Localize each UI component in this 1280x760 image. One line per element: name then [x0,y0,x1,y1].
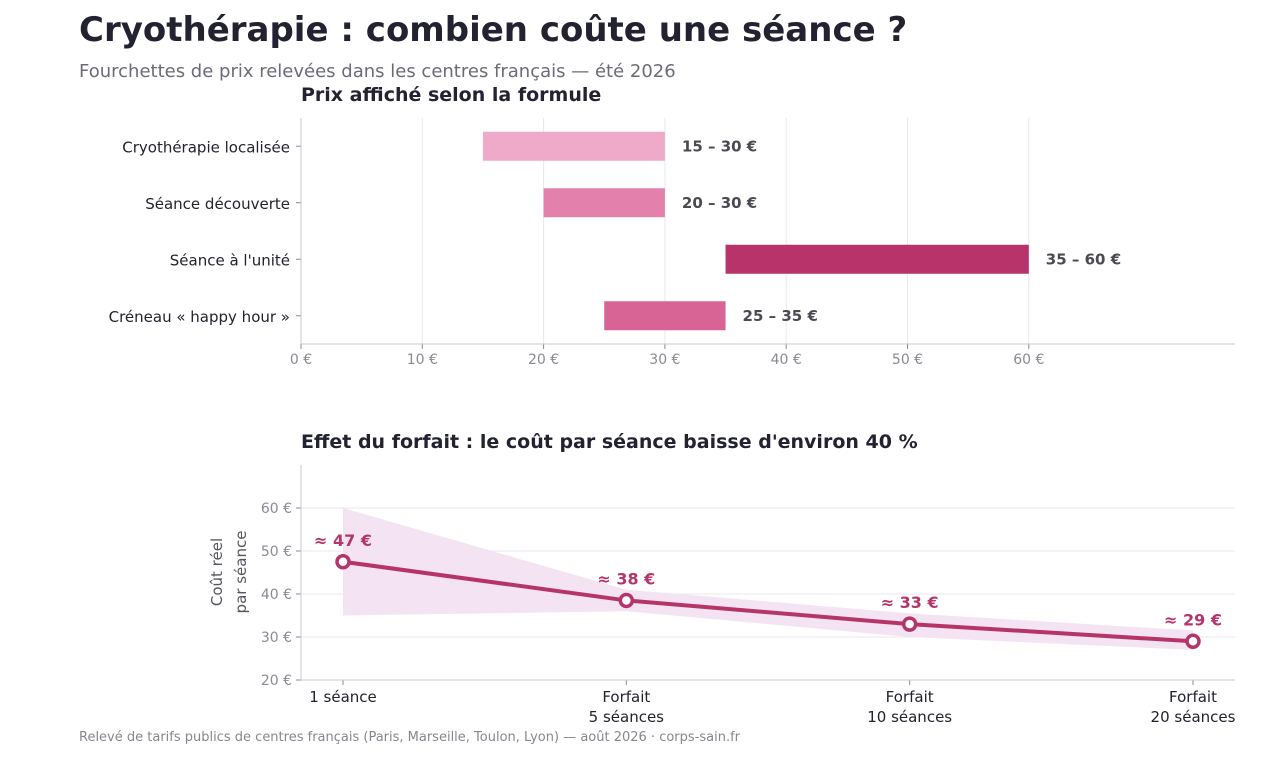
line-x-category-label: Forfait 5 séances [589,688,665,726]
bar-chart-title: Prix affiché selon la formule [301,84,601,106]
bar-chart-grid [421,118,1030,344]
line-chart-y-label: Coût réel par séance [208,531,250,614]
bar-x-tick-label: 30 € [649,352,680,368]
cost-per-session-points [335,554,1201,650]
data-point-label: ≈ 29 € [1164,610,1222,629]
page-subtitle: Fourchettes de prix relevées dans les ce… [79,61,676,82]
line-x-category-label: Forfait 20 séances [1151,688,1236,726]
bar-category-label: Séance découverte [145,195,290,213]
line-y-tick-label: 20 € [261,673,292,689]
line-x-category-label: 1 séance [309,688,377,706]
data-point-label: ≈ 38 € [597,569,655,588]
line-chart-x-axis: 1 séance Forfait 5 séances Forfait 10 séance… [309,680,1236,726]
line-chart-title: Effet du forfait : le coût par séance ba… [301,431,918,453]
data-point-label: ≈ 47 € [314,531,372,550]
line-x-category-line: Forfait [886,688,934,706]
bar-x-tick-label: 0 € [290,352,312,368]
bar-x-tick-label: 40 € [771,352,802,368]
bar-chart-x-axis: 0 € 10 € 20 € 30 € 40 € 50 € 60 € [290,344,1044,368]
line-x-category-line: Forfait [1169,688,1217,706]
bar-chart-bars [482,131,1029,331]
line-y-tick-label: 50 € [261,544,292,560]
data-point-marker [1185,633,1201,650]
bar-x-tick-label: 10 € [407,352,438,368]
bar-category-label: Créneau « happy hour » [109,308,290,326]
page-title: Cryothérapie : combien coûte une séance … [79,10,908,50]
line-x-category-line: 5 séances [589,708,665,726]
line-y-tick-label: 30 € [261,630,292,646]
y-label-line: par séance [232,531,250,614]
line-x-category-line: 20 séances [1151,708,1236,726]
bar-x-tick-label: 50 € [892,352,923,368]
bar-chart-categories: Cryothérapie localisée Séance découverte S… [109,138,301,326]
source-footer: Relevé de tarifs publics de centres fran… [79,730,740,745]
line-x-category-line: 10 séances [867,708,952,726]
data-point-marker [335,554,351,570]
line-y-tick-label: 60 € [261,501,292,517]
price-range-bar [725,244,1029,274]
bar-x-tick-label: 60 € [1013,352,1044,368]
y-label-line: Coût réel [208,538,226,606]
data-point-marker [618,592,635,609]
price-range-label: 35 – 60 € [1046,250,1121,268]
bar-category-label: Cryothérapie localisée [122,138,290,156]
price-range-label: 25 – 35 € [743,307,818,325]
bar-category-label: Séance à l'unité [170,251,290,269]
line-x-category-line: Forfait [602,688,650,706]
price-range-bar [604,301,726,331]
data-point-label: ≈ 33 € [881,593,939,612]
price-range-bar [543,188,665,218]
bar-chart-value-labels: 15 – 30 € 20 – 30 € 35 – 60 € 25 – 35 € [682,137,1121,325]
package-cost-chart: Effet du forfait : le coût par séance ba… [208,431,1236,726]
price-range-chart: Prix affiché selon la formule 0 € 10 € 20 … [109,84,1235,368]
line-x-category-line: 1 séance [309,688,377,706]
line-chart-y-axis: 20 € 30 € 40 € 50 € 60 € [261,501,301,689]
price-range-bar [482,131,665,161]
line-y-tick-label: 40 € [261,587,292,603]
cost-per-session-line [341,559,1195,644]
price-range-label: 15 – 30 € [682,137,757,155]
bar-x-tick-label: 20 € [528,352,559,368]
price-range-label: 20 – 30 € [682,194,757,212]
data-point-marker [901,616,918,632]
line-x-category-label: Forfait 10 séances [867,688,952,726]
cost-per-session-labels: ≈ 47 € ≈ 38 € ≈ 33 € ≈ 29 € [314,531,1222,630]
